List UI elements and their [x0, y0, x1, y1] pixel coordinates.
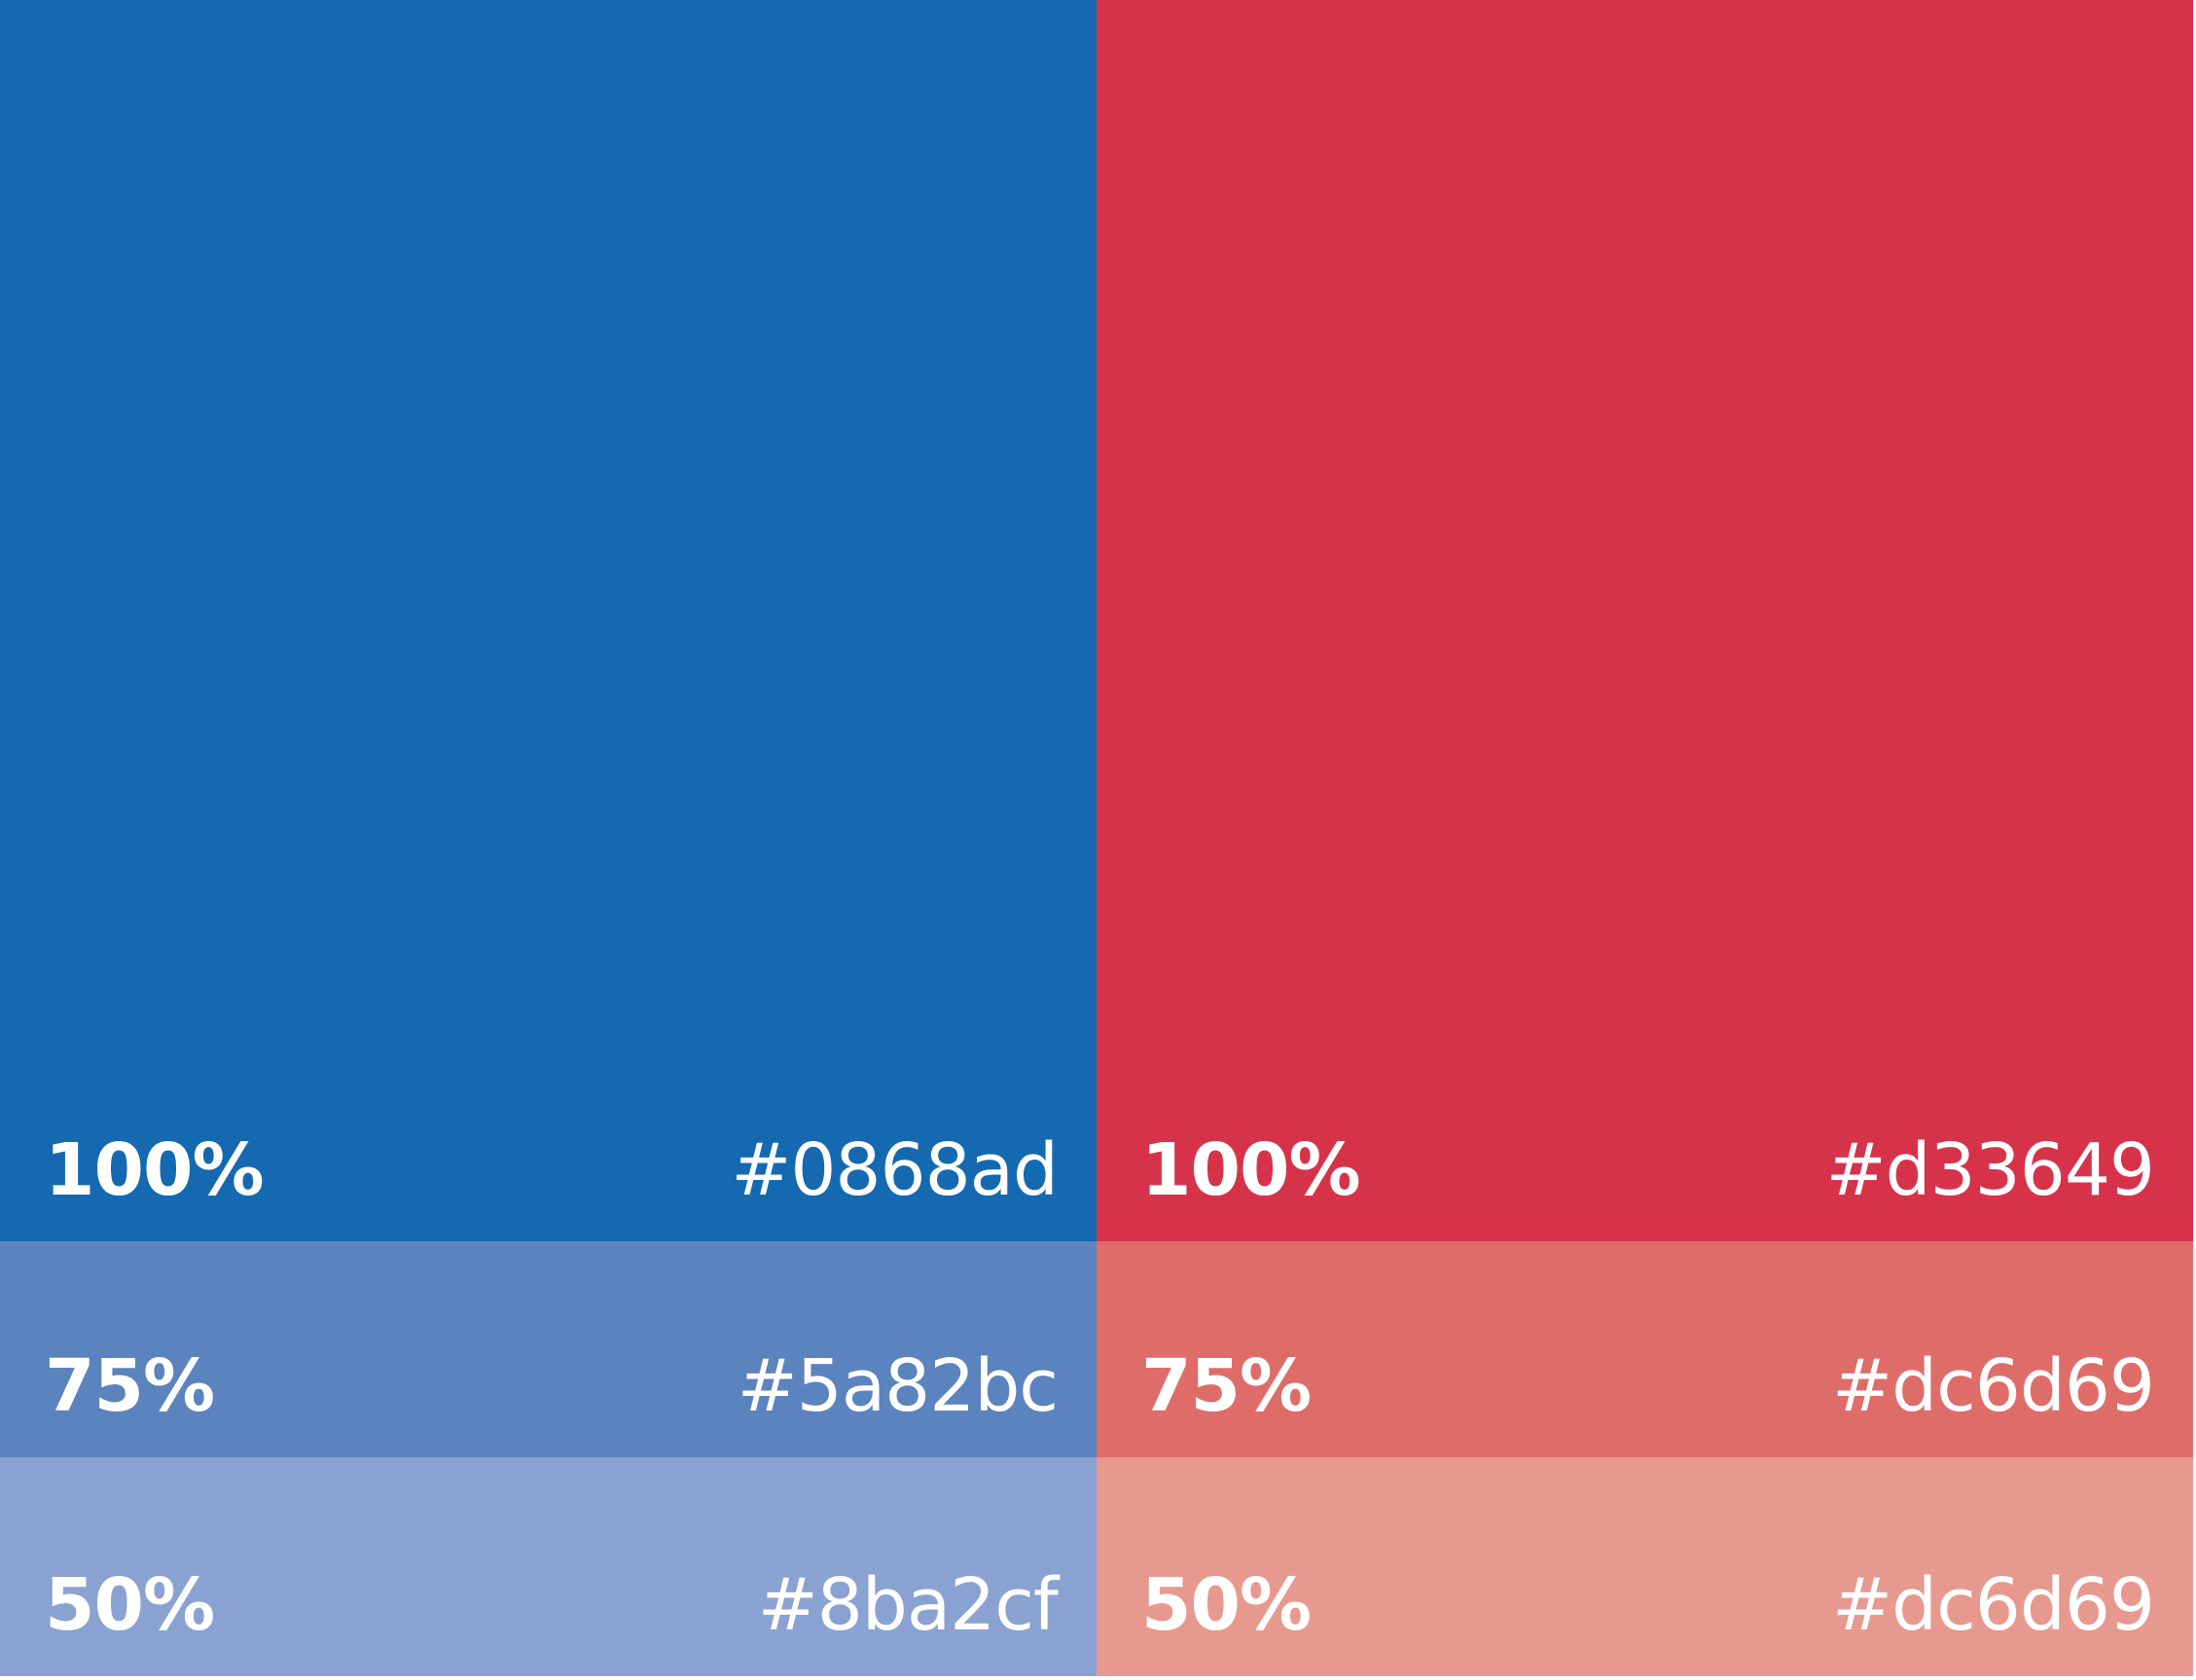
- swatch-hex: #0868ad: [731, 1128, 1059, 1212]
- swatch-blue-100: 100% #0868ad: [0, 0, 1097, 1241]
- swatch-hex: #8ba2cf: [757, 1563, 1059, 1647]
- swatch-hex: #dc6d69: [1832, 1563, 2155, 1647]
- swatch-blue-50: 50% #8ba2cf: [0, 1457, 1097, 1676]
- blue-palette-column: 100% #0868ad 75% #5a82bc 50% #8ba2cf: [0, 0, 1097, 1676]
- swatch-percent: 50%: [1141, 1563, 1312, 1647]
- swatch-blue-75: 75% #5a82bc: [0, 1241, 1097, 1457]
- swatch-percent: 75%: [45, 1344, 215, 1428]
- swatch-hex: #d33649: [1825, 1128, 2155, 1212]
- swatch-red-50: 50% #dc6d69: [1097, 1457, 2193, 1676]
- swatch-red-75: 75% #dc6d69: [1097, 1241, 2193, 1457]
- red-palette-column: 100% #d33649 75% #dc6d69 50% #dc6d69: [1097, 0, 2193, 1676]
- swatch-red-100: 100% #d33649: [1097, 0, 2193, 1241]
- swatch-percent: 100%: [1141, 1128, 1361, 1212]
- swatch-hex: #dc6d69: [1832, 1344, 2155, 1428]
- swatch-hex: #5a82bc: [737, 1344, 1059, 1428]
- swatch-percent: 50%: [45, 1563, 215, 1647]
- swatch-percent: 100%: [45, 1128, 265, 1212]
- swatch-percent: 75%: [1141, 1344, 1312, 1428]
